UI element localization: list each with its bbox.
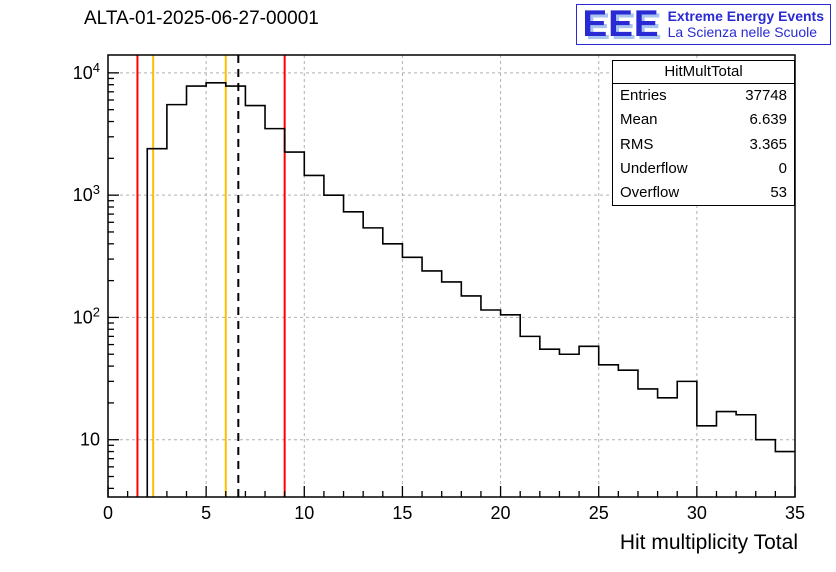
svg-text:15: 15 — [392, 503, 412, 523]
svg-text:10: 10 — [294, 503, 314, 523]
svg-text:25: 25 — [589, 503, 609, 523]
stats-label: Underflow — [620, 159, 688, 177]
histogram-line — [146, 81, 795, 497]
x-axis-label: Hit multiplicity Total — [619, 531, 798, 554]
svg-text:30: 30 — [687, 503, 707, 523]
stats-label: Mean — [620, 111, 658, 129]
stats-value: 37748 — [745, 87, 787, 104]
stats-row: Overflow 53 — [613, 181, 794, 205]
stats-row: RMS 3.365 — [613, 133, 794, 157]
marker-lines — [136, 55, 286, 497]
stats-row: Entries 37748 — [613, 84, 794, 108]
eee-logo-line1: Extreme Energy Events — [667, 7, 824, 24]
svg-text:20: 20 — [491, 503, 511, 523]
stats-label: RMS — [620, 135, 654, 153]
eee-logo: EEE Extreme Energy Events La Scienza nel… — [575, 3, 831, 46]
y-tick-labels: 10 102 103 104 — [73, 60, 100, 450]
plot-title: ALTA-01-2025-06-27-00001 — [84, 8, 319, 29]
stats-row: Mean 6.639 — [613, 108, 794, 132]
stats-box: HitMultTotal Entries 37748 Mean 6.639 RM… — [612, 60, 795, 207]
x-tick-labels: 0 5 10 15 20 25 30 35 — [103, 503, 805, 523]
svg-text:0: 0 — [103, 503, 113, 523]
stats-value: 0 — [778, 159, 787, 177]
stats-value: 3.365 — [749, 135, 787, 153]
eee-logo-line2: La Scienza nelle Scuole — [667, 23, 818, 40]
eee-logo-acronym: EEE — [582, 3, 660, 44]
stats-label: Overflow — [620, 184, 680, 201]
stats-label: Entries — [620, 87, 667, 104]
svg-text:35: 35 — [785, 503, 805, 523]
svg-text:103: 103 — [73, 182, 100, 205]
stats-value: 53 — [770, 184, 787, 201]
svg-text:102: 102 — [73, 304, 100, 327]
svg-text:10: 10 — [80, 430, 100, 450]
plot-frame — [107, 54, 796, 498]
eee-logo-text: Extreme Energy Events La Scienza nelle S… — [668, 8, 824, 40]
axis-ticks — [107, 72, 796, 497]
stats-box-title: HitMultTotal — [613, 61, 794, 84]
svg-text:5: 5 — [201, 503, 211, 523]
stats-row: Underflow 0 — [613, 157, 794, 181]
stats-value: 6.639 — [749, 111, 787, 129]
svg-text:104: 104 — [73, 60, 100, 83]
